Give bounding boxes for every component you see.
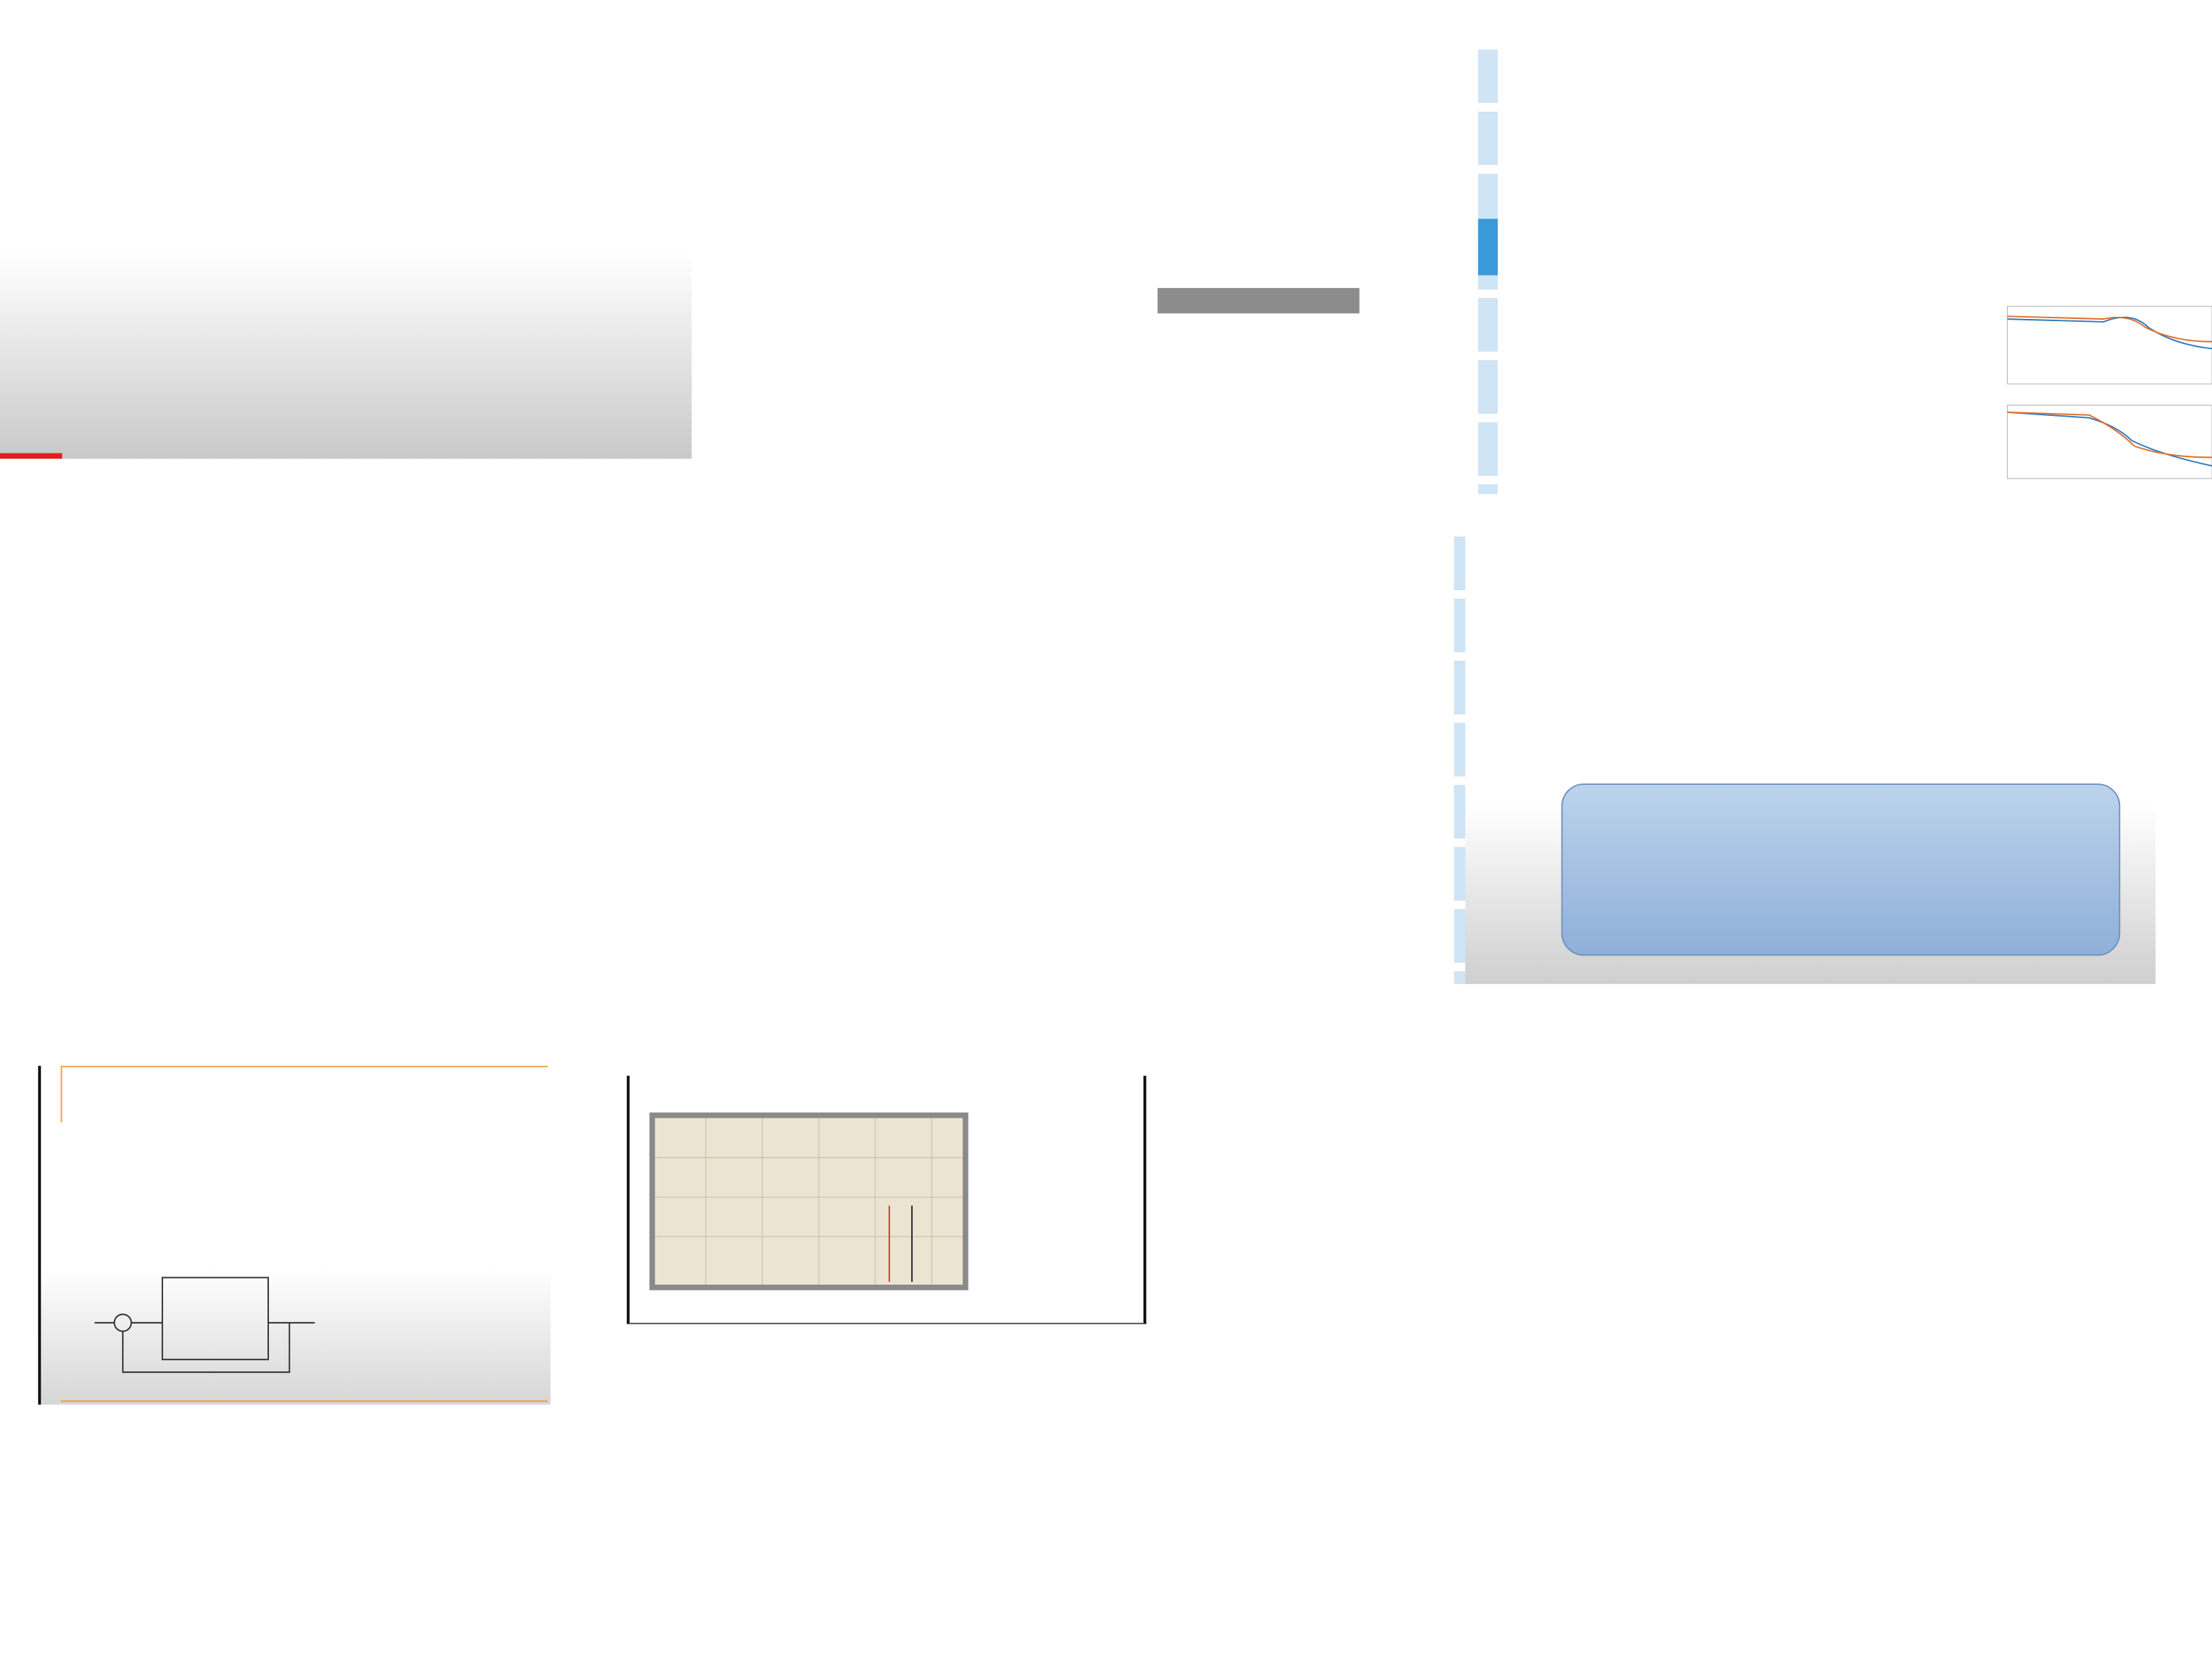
grid xyxy=(655,1118,963,1285)
slide xyxy=(1478,49,2212,495)
rule xyxy=(60,1066,62,1123)
block xyxy=(161,1277,269,1360)
curve xyxy=(2007,315,2212,342)
block-diagram xyxy=(94,1277,315,1374)
nav-active xyxy=(1478,218,1498,276)
slide xyxy=(0,0,692,459)
table-header xyxy=(1157,287,1360,314)
param-box xyxy=(1561,783,2121,956)
progress xyxy=(0,453,62,459)
step-plot xyxy=(649,1112,969,1291)
nav-strip xyxy=(1454,536,1465,984)
axes xyxy=(655,1118,963,1285)
axes xyxy=(2006,404,2212,479)
summing-junction xyxy=(113,1313,132,1332)
bode-mini xyxy=(2006,306,2212,479)
slide xyxy=(717,515,1440,975)
curve xyxy=(2007,411,2212,459)
rule xyxy=(60,1400,548,1402)
signal-plots xyxy=(28,652,705,920)
curve xyxy=(2007,316,2212,350)
bode-plots xyxy=(741,661,1432,922)
slide xyxy=(11,487,706,975)
wires xyxy=(94,1321,315,1374)
rule xyxy=(60,1066,548,1068)
slide xyxy=(701,0,1412,487)
